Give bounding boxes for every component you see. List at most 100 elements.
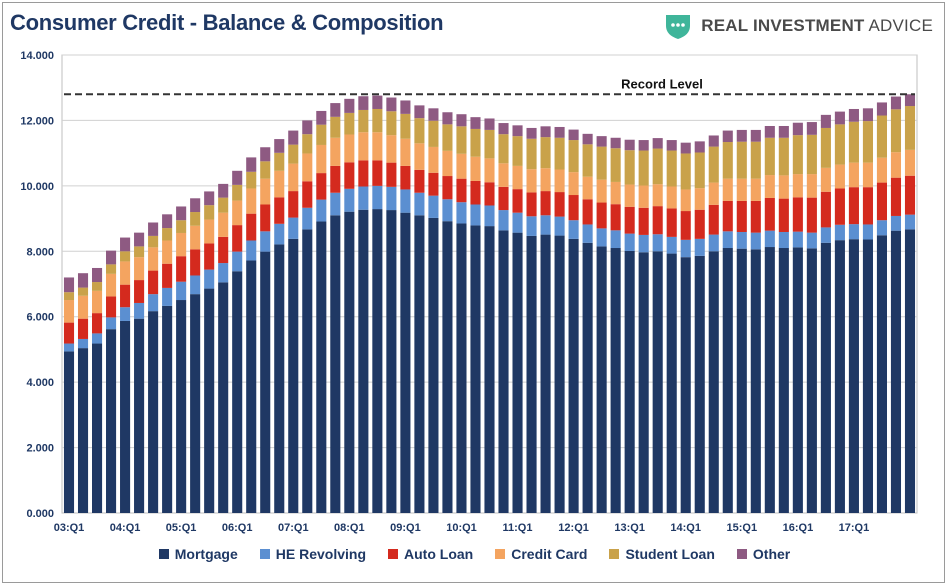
bar-segment [232,200,243,226]
bar-segment [512,125,523,137]
bar-segment [386,210,397,513]
bar-segment [904,175,916,215]
bar-segment [624,184,635,207]
bar-segment [596,246,607,513]
bar-segment [596,202,607,229]
bar-segment [526,169,537,193]
bar-segment [386,97,397,112]
bar-segment [120,307,131,321]
bar-segment [414,118,425,144]
bar-segment [610,137,621,149]
bar-segment [722,130,733,143]
bar-segment [680,211,691,240]
bar-segment [204,288,215,513]
bar-segment [638,140,649,151]
bar-segment [820,242,831,513]
bar-segment [77,273,89,288]
bar-segment [218,282,229,513]
bar-segment [848,239,859,513]
bar-segment [876,157,887,183]
bar-segment [652,234,663,252]
bar-segment [778,231,789,249]
bar-segment [582,199,593,225]
bar-segment [218,212,229,237]
bar-segment [456,114,467,127]
bar-segment [106,329,117,513]
bar-segment [680,239,691,258]
bar-segment [834,240,845,513]
x-tick-label: 13:Q1 [614,522,645,534]
bar-segment [77,338,89,349]
bar-segment [77,295,89,319]
bar-segment [582,242,593,513]
bar-segment [834,124,845,165]
bar-segment [834,164,845,189]
bar-segment [736,129,747,142]
bar-segment [666,236,677,254]
bar-segment [288,163,299,192]
bar-segment [134,318,145,513]
bar-segment [526,192,537,217]
bar-segment [722,231,733,249]
bar-segment [820,167,831,192]
bar-segment [358,132,369,161]
bar-segment [400,165,411,190]
bar-segment [120,320,131,513]
bar-segment [344,162,355,189]
bar-segment [316,124,327,145]
bar-segment [694,238,705,256]
bar-segment [274,197,285,224]
bar-segment [386,111,397,136]
bar-segment [204,219,215,244]
bar-segment [778,175,789,199]
bar-segment [708,146,719,183]
bar-segment [288,130,299,145]
bar-segment [120,261,131,285]
legend-item: HE Revolving [259,546,366,562]
bar-segment [890,152,902,178]
bar-segment [470,225,481,513]
bar-segment [862,162,873,188]
bar-segment [428,108,439,121]
bar-segment [442,221,453,513]
bar-segment [582,176,593,200]
bar-segment [302,134,313,154]
bar-segment [316,144,327,174]
bar-segment [876,115,887,158]
bar-segment [638,252,649,513]
bar-segment [302,181,313,208]
bar-segment [876,220,887,236]
bar-segment [77,287,89,296]
bar-segment [764,247,775,513]
bar-segment [134,280,145,303]
bar-segment [456,178,467,203]
bar-segment [134,257,145,281]
bar-segment [708,251,719,514]
bar-segment [246,171,257,189]
bar-segment [792,197,803,232]
bar-segment [484,118,495,130]
bar-segment [806,248,817,513]
bar-segment [302,153,313,182]
bar-segment [568,140,579,173]
bar-segment [316,221,327,513]
bar-segment [778,125,789,138]
bar-segment [596,228,607,247]
bar-segment [246,240,257,261]
bar-segment [372,209,383,513]
bar-segment [470,180,481,205]
bar-segment [792,174,803,198]
bar-segment [512,165,523,190]
bar-segment [736,248,747,514]
bar-segment [372,95,383,109]
legend-swatch [388,549,398,559]
bar-segment [190,275,201,295]
bar-segment [764,175,775,198]
bar-segment [302,120,313,135]
bar-segment [176,232,187,257]
x-tick-label: 05:Q1 [166,522,197,534]
bar-segment [736,231,747,249]
bar-segment [764,230,775,248]
bar-segment [218,236,229,264]
bar-segment [568,129,579,141]
